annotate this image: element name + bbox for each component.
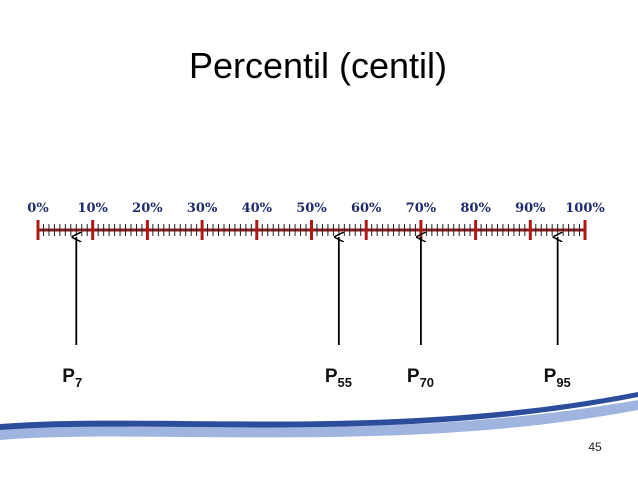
- marker-subscript: 55: [338, 375, 352, 390]
- decor-swoosh: [0, 400, 638, 440]
- page-number: 45: [588, 440, 602, 454]
- marker-label: P70: [407, 366, 434, 390]
- scale-label: 70%: [406, 201, 437, 216]
- title: Percentil (centil): [189, 45, 447, 86]
- marker-subscript: 7: [75, 375, 82, 390]
- scale-label: 0%: [27, 201, 49, 216]
- marker-letter: P: [325, 366, 338, 387]
- scale: 0% 10% 20% 30% 40% 50% 60% 70% 80% 90% 100%P7 P55 P7…: [27, 201, 605, 390]
- marker-label: P7: [62, 366, 82, 390]
- scale-label: 50%: [296, 201, 327, 216]
- scale-label: 90%: [515, 201, 546, 216]
- marker-letter: P: [544, 366, 557, 387]
- marker-letter: P: [407, 366, 420, 387]
- scale-label: 100%: [565, 201, 605, 216]
- marker-subscript: 95: [556, 375, 570, 390]
- decor-swoosh: [0, 392, 638, 430]
- marker-label: P95: [544, 366, 571, 390]
- scale-label: 10%: [77, 201, 108, 216]
- scale-label: 30%: [187, 201, 218, 216]
- scale-label: 20%: [132, 201, 163, 216]
- marker-letter: P: [62, 366, 75, 387]
- scale-label: 80%: [460, 201, 491, 216]
- scale-label: 40%: [242, 201, 273, 216]
- scale-label: 60%: [351, 201, 382, 216]
- marker-subscript: 70: [420, 375, 434, 390]
- marker-label: P55: [325, 366, 352, 390]
